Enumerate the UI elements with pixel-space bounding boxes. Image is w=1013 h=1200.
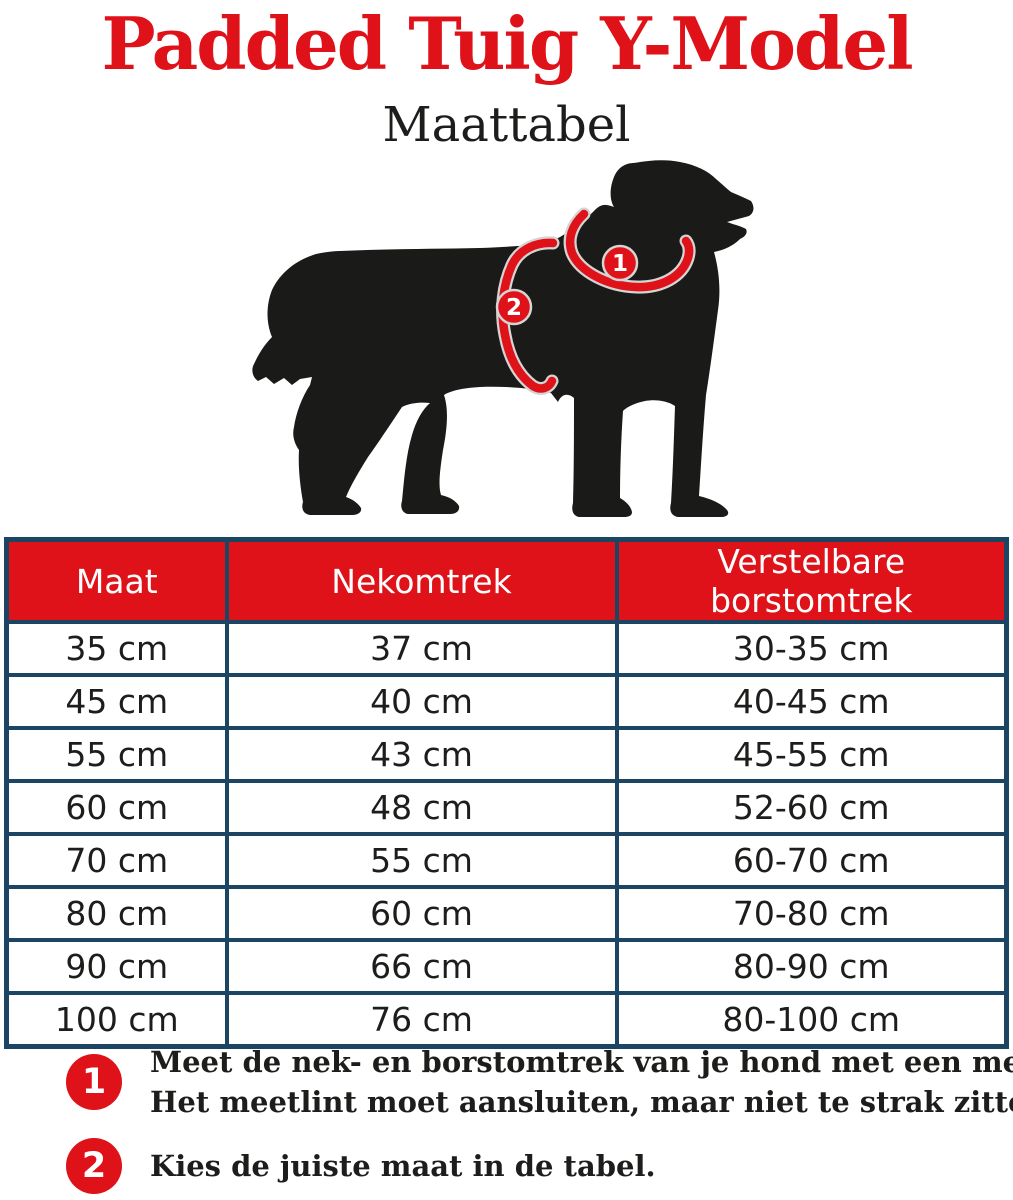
dog-harness-diagram: 1 2 xyxy=(252,160,754,518)
cell-borstomtrek: 40-45 cm xyxy=(614,673,1009,730)
table-row: 90 cm 66 cm 80-90 cm xyxy=(4,938,1009,995)
note-2-number-badge: 2 xyxy=(66,1138,122,1194)
cell-maat: 55 cm xyxy=(4,726,229,783)
cell-nekomtrek: 43 cm xyxy=(224,726,619,783)
table-row: 70 cm 55 cm 60-70 cm xyxy=(4,832,1009,889)
note-2-line-1: Kies de juiste maat in de tabel. xyxy=(150,1149,656,1183)
cell-maat: 60 cm xyxy=(4,779,229,836)
neck-marker-number: 1 xyxy=(612,251,628,277)
table-row: 35 cm 37 cm 30-35 cm xyxy=(4,620,1009,677)
cell-maat: 70 cm xyxy=(4,832,229,889)
cell-maat: 90 cm xyxy=(4,938,229,995)
instruction-note-2: 2 Kies de juiste maat in de tabel. xyxy=(66,1138,656,1194)
chest-marker-badge: 2 xyxy=(495,288,533,326)
note-1-number-badge: 1 xyxy=(66,1054,122,1110)
table-row: 45 cm 40 cm 40-45 cm xyxy=(4,673,1009,730)
note-1-line-2: Het meetlint moet aansluiten, maar niet … xyxy=(150,1085,1013,1119)
cell-nekomtrek: 48 cm xyxy=(224,779,619,836)
page-title: Padded Tuig Y-Model xyxy=(101,1,913,86)
cell-borstomtrek: 45-55 cm xyxy=(614,726,1009,783)
table-row: 55 cm 43 cm 45-55 cm xyxy=(4,726,1009,783)
table-row: 100 cm 76 cm 80-100 cm xyxy=(4,991,1009,1049)
col-header-maat: Maat xyxy=(4,537,229,624)
cell-borstomtrek: 80-100 cm xyxy=(614,991,1009,1049)
cell-borstomtrek: 70-80 cm xyxy=(614,885,1009,942)
table-row: 80 cm 60 cm 70-80 cm xyxy=(4,885,1009,942)
note-1-line-1: Meet de nek- en borstomtrek van je hond … xyxy=(150,1045,1013,1079)
cell-nekomtrek: 37 cm xyxy=(224,620,619,677)
cell-borstomtrek: 60-70 cm xyxy=(614,832,1009,889)
instruction-note-1: 1 Meet de nek- en borstomtrek van je hon… xyxy=(66,1042,1013,1122)
cell-nekomtrek: 76 cm xyxy=(224,991,619,1049)
note-2-text: Kies de juiste maat in de tabel. xyxy=(150,1146,656,1186)
chest-strap xyxy=(498,238,558,393)
cell-nekomtrek: 60 cm xyxy=(224,885,619,942)
cell-nekomtrek: 40 cm xyxy=(224,673,619,730)
size-table-header-row: Maat Nekomtrek Verstelbare borstomtrek xyxy=(4,537,1009,624)
cell-borstomtrek: 80-90 cm xyxy=(614,938,1009,995)
cell-nekomtrek: 55 cm xyxy=(224,832,619,889)
size-table: Maat Nekomtrek Verstelbare borstomtrek 3… xyxy=(4,537,1009,1049)
cell-maat: 80 cm xyxy=(4,885,229,942)
cell-maat: 35 cm xyxy=(4,620,229,677)
note-1-text: Meet de nek- en borstomtrek van je hond … xyxy=(150,1042,1013,1122)
cell-borstomtrek: 30-35 cm xyxy=(614,620,1009,677)
col-header-nekomtrek: Nekomtrek xyxy=(224,537,619,624)
cell-maat: 100 cm xyxy=(4,991,229,1049)
neck-marker-badge: 1 xyxy=(601,244,639,282)
page-subtitle: Maattabel xyxy=(382,97,631,153)
cell-nekomtrek: 66 cm xyxy=(224,938,619,995)
chest-marker-number: 2 xyxy=(506,295,522,321)
neck-strap xyxy=(565,209,694,292)
col-header-borstomtrek: Verstelbare borstomtrek xyxy=(614,537,1009,624)
cell-maat: 45 cm xyxy=(4,673,229,730)
table-row: 60 cm 48 cm 52-60 cm xyxy=(4,779,1009,836)
cell-borstomtrek: 52-60 cm xyxy=(614,779,1009,836)
